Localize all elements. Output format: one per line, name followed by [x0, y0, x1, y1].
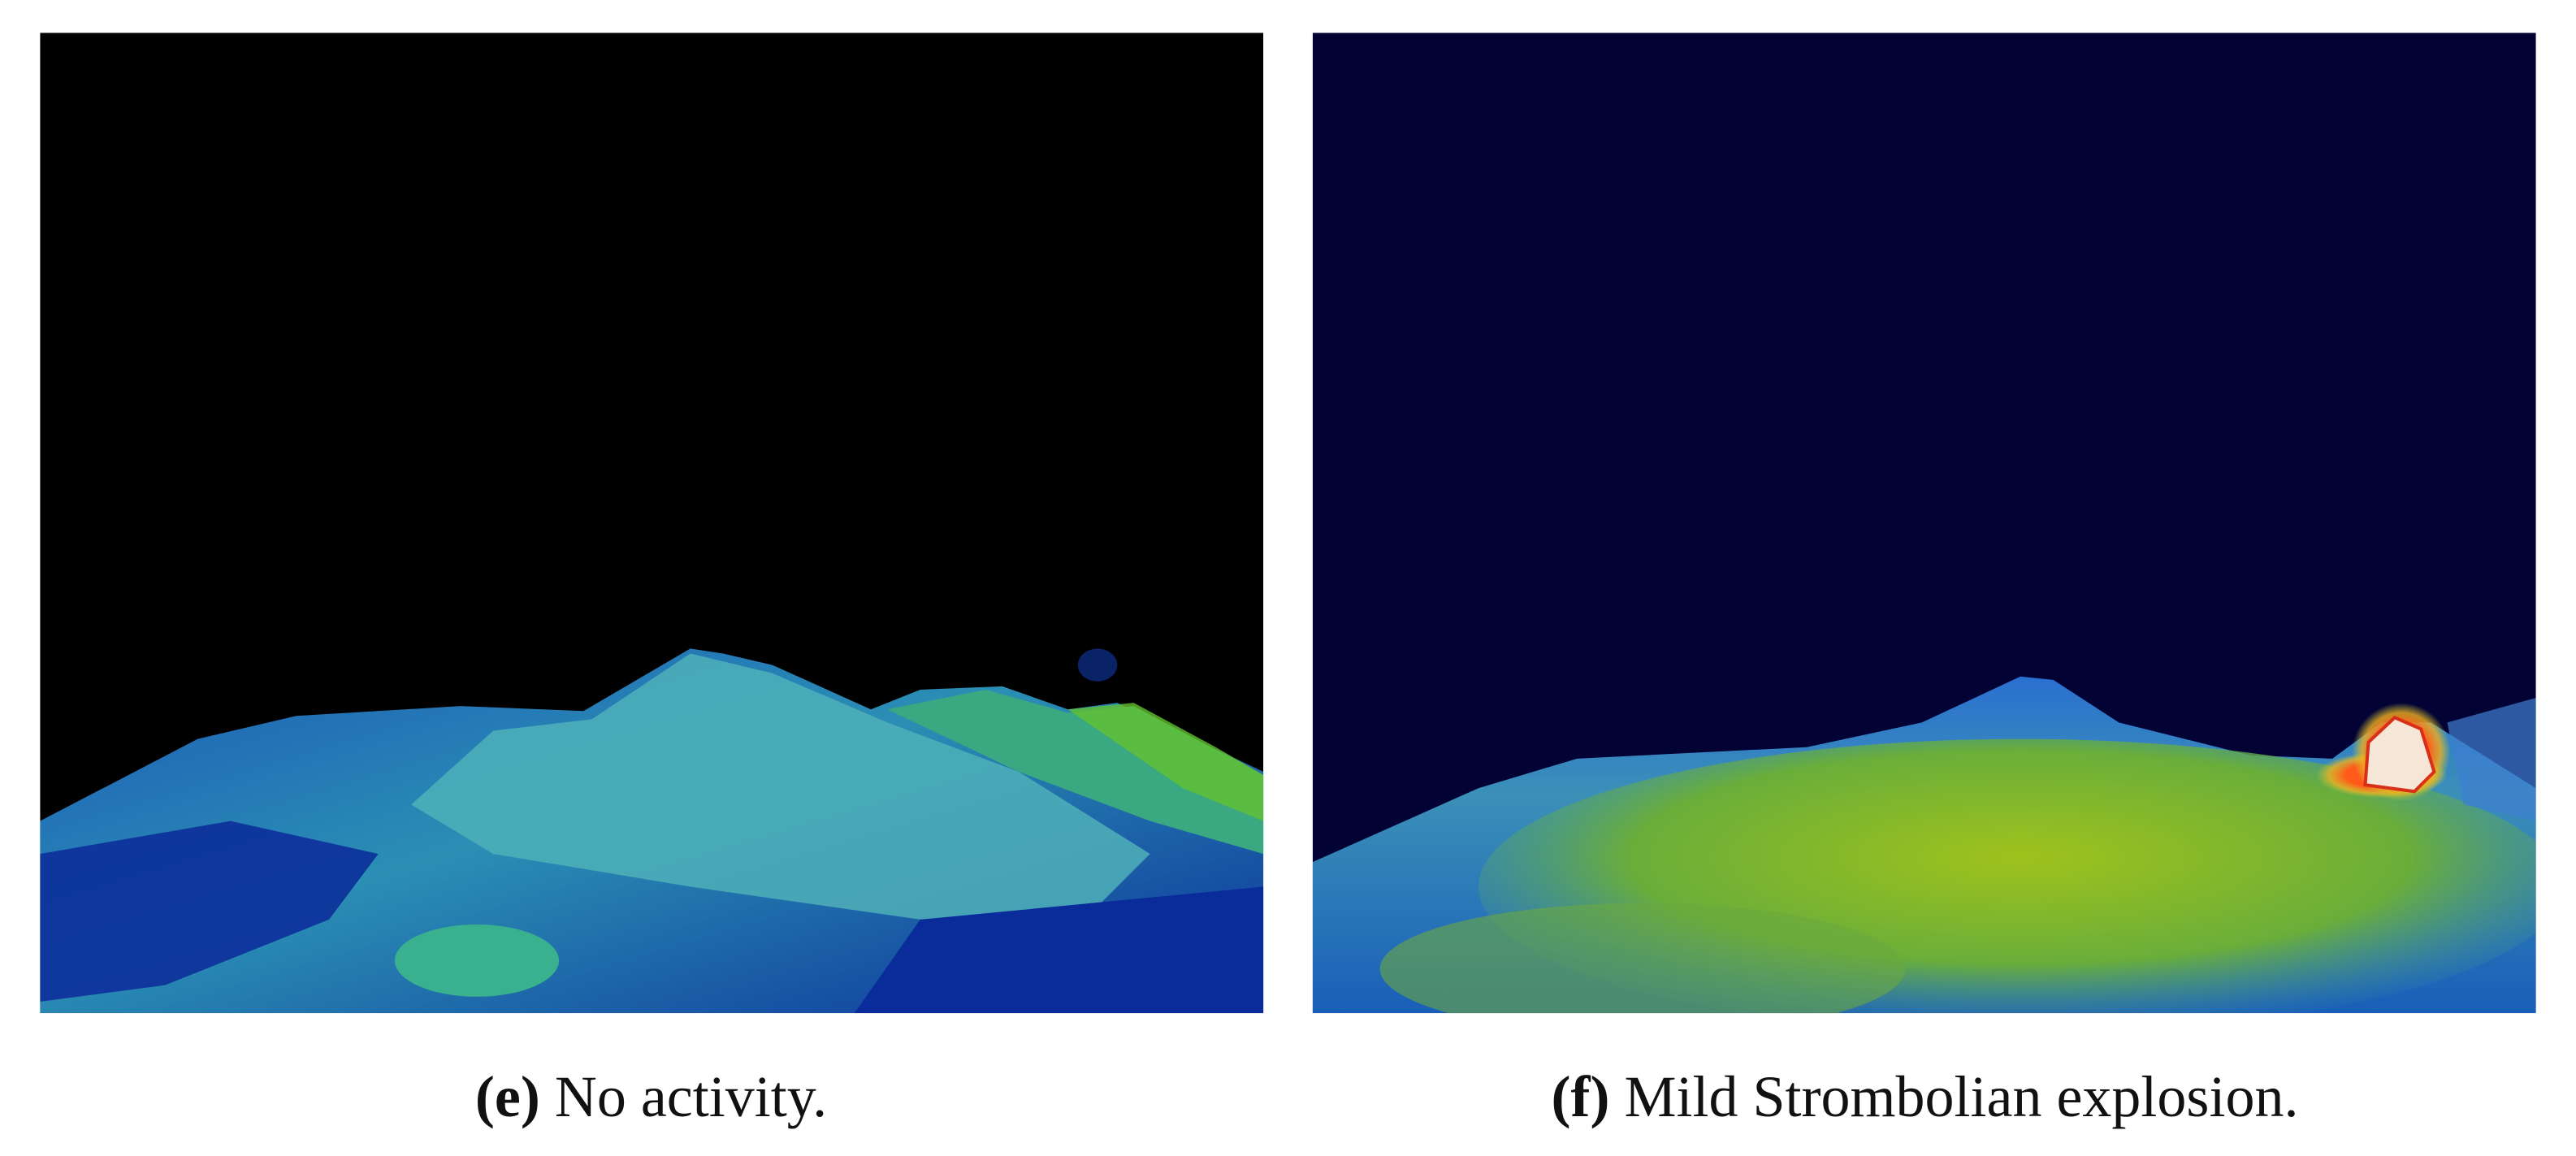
thermal-image-f	[1312, 32, 2536, 1014]
caption-text: No activity.	[554, 1064, 828, 1129]
caption-f: (f) Mild Strombolian explosion.	[1313, 1056, 2537, 1137]
panel-label: (f)	[1551, 1064, 1610, 1129]
panel-label: (e)	[474, 1064, 540, 1129]
caption-e: (e) No activity.	[39, 1056, 1263, 1137]
caption-text: Mild Strombolian explosion.	[1624, 1064, 2299, 1129]
thermal-image-e	[40, 32, 1264, 1014]
